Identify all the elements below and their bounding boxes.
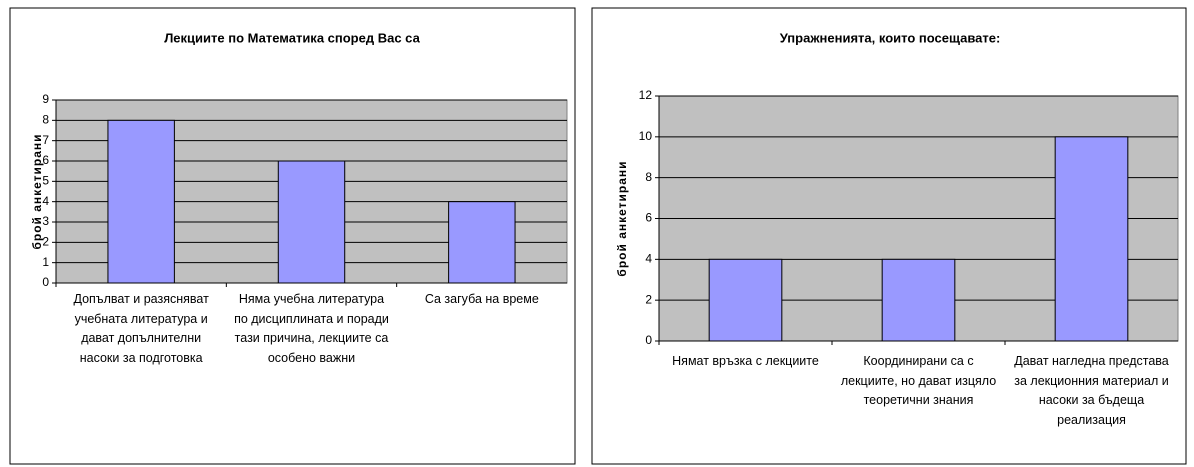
- y-tick-label: 3: [42, 214, 49, 228]
- x-tick-label: Допълват и разясняват учебната литератур…: [73, 292, 209, 365]
- y-tick-label: 7: [42, 133, 49, 147]
- y-tick-label: 5: [42, 174, 49, 188]
- y-axis-label: брой анкетирани: [30, 133, 44, 249]
- x-tick-label: Няма учебна литература по дисциплината и…: [234, 292, 389, 365]
- chart-title: Упражненията, които посещавате:: [780, 30, 1001, 45]
- y-tick-label: 2: [42, 235, 49, 249]
- x-tick-label: Координирани са с лекциите, но дават изц…: [840, 354, 997, 407]
- y-tick-label: 6: [42, 153, 49, 167]
- bar: [448, 201, 516, 284]
- x-tick-label: Дават нагледна представа за лекционния м…: [1014, 354, 1169, 427]
- y-tick-label: 6: [645, 211, 652, 225]
- y-tick-label: 12: [639, 88, 653, 102]
- y-tick-label: 4: [42, 194, 49, 208]
- y-tick-label: 1: [42, 255, 49, 269]
- chart-title: Лекциите по Математика според Вас са: [164, 30, 420, 45]
- bar: [277, 160, 346, 284]
- x-tick-label: Нямат връзка с лекциите: [672, 354, 819, 368]
- y-tick-label: 4: [645, 252, 652, 266]
- bar: [708, 258, 783, 342]
- y-tick-label: 8: [645, 170, 652, 184]
- y-tick-label: 9: [42, 92, 49, 106]
- y-tick-label: 2: [645, 292, 652, 306]
- y-tick-label: 0: [645, 333, 652, 347]
- bar: [881, 258, 956, 342]
- x-tick-label: Са загуба на време: [424, 292, 539, 306]
- y-tick-label: 0: [42, 275, 49, 289]
- bar: [107, 119, 175, 284]
- y-tick-label: 10: [639, 129, 653, 143]
- bar: [1054, 136, 1129, 342]
- y-tick-label: 8: [42, 113, 49, 127]
- y-axis-label: брой анкетирани: [615, 160, 629, 276]
